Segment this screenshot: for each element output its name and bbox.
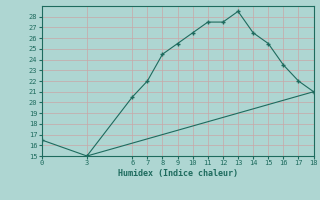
X-axis label: Humidex (Indice chaleur): Humidex (Indice chaleur) — [118, 169, 237, 178]
